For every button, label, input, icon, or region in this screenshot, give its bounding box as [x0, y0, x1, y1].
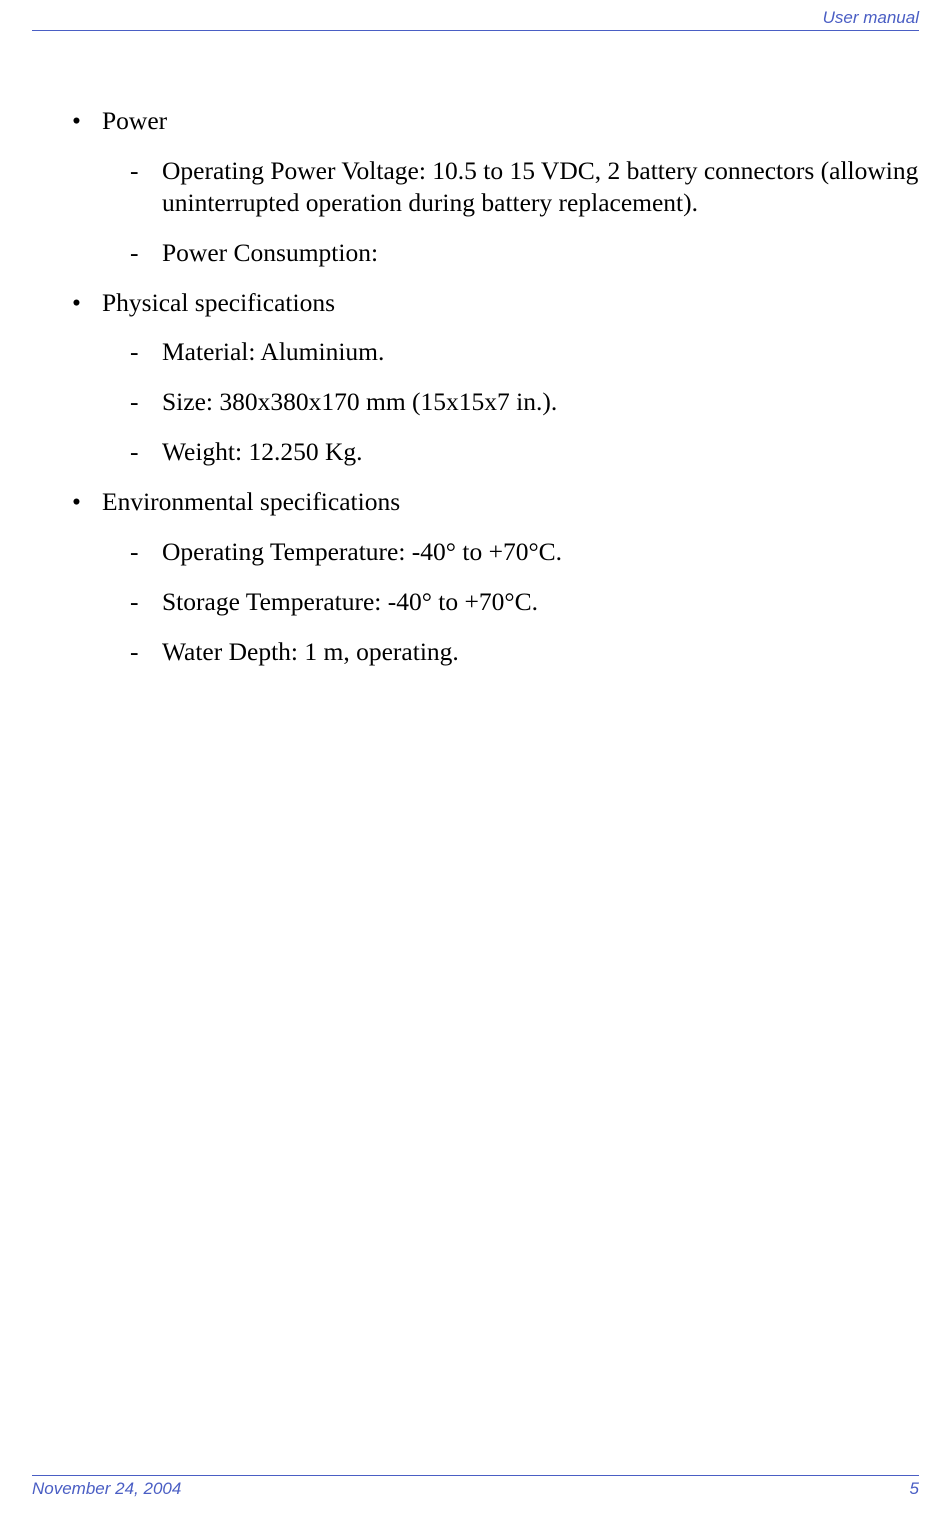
- sub-item-text: Size: 380x380x170 mm (15x15x7 in.).: [162, 386, 929, 418]
- sub-list: - Material: Aluminium. - Size: 380x380x1…: [130, 336, 929, 468]
- footer-rule: [32, 1475, 919, 1476]
- sub-list-item: - Operating Power Voltage: 10.5 to 15 VD…: [130, 155, 929, 219]
- sub-marker: -: [130, 586, 162, 618]
- sub-marker: -: [130, 237, 162, 269]
- bullet-marker: •: [72, 105, 102, 137]
- sub-item-text: Storage Temperature: -40° to +70°C.: [162, 586, 929, 618]
- bullet-marker: •: [72, 287, 102, 319]
- bullet-marker: •: [72, 486, 102, 518]
- sub-marker: -: [130, 155, 162, 219]
- footer-content: November 24, 2004 5: [32, 1479, 919, 1499]
- sub-item-text: Weight: 12.250 Kg.: [162, 436, 929, 468]
- header-title: User manual: [823, 8, 919, 27]
- page-number: 5: [910, 1479, 919, 1499]
- list-item-label: Physical specifications: [102, 287, 929, 319]
- sub-list-item: - Size: 380x380x170 mm (15x15x7 in.).: [130, 386, 929, 418]
- sub-marker: -: [130, 436, 162, 468]
- sub-list-item: - Weight: 12.250 Kg.: [130, 436, 929, 468]
- sub-list: - Operating Temperature: -40° to +70°C. …: [130, 536, 929, 668]
- sub-item-text: Operating Temperature: -40° to +70°C.: [162, 536, 929, 568]
- sub-list-item: - Power Consumption:: [130, 237, 929, 269]
- page-header: User manual: [0, 0, 951, 35]
- list-item: • Environmental specifications: [72, 486, 929, 518]
- page-footer: November 24, 2004 5: [32, 1475, 919, 1499]
- sub-marker: -: [130, 386, 162, 418]
- list-item: • Power: [72, 105, 929, 137]
- sub-list-item: - Operating Temperature: -40° to +70°C.: [130, 536, 929, 568]
- footer-date: November 24, 2004: [32, 1479, 181, 1499]
- sub-marker: -: [130, 636, 162, 668]
- sub-item-text: Water Depth: 1 m, operating.: [162, 636, 929, 668]
- page-content: • Power - Operating Power Voltage: 10.5 …: [72, 105, 929, 686]
- sub-list: - Operating Power Voltage: 10.5 to 15 VD…: [130, 155, 929, 269]
- list-item-label: Environmental specifications: [102, 486, 929, 518]
- sub-item-text: Operating Power Voltage: 10.5 to 15 VDC,…: [162, 155, 929, 219]
- list-item: • Physical specifications: [72, 287, 929, 319]
- sub-marker: -: [130, 336, 162, 368]
- sub-item-text: Power Consumption:: [162, 237, 929, 269]
- sub-list-item: - Storage Temperature: -40° to +70°C.: [130, 586, 929, 618]
- sub-marker: -: [130, 536, 162, 568]
- sub-list-item: - Material: Aluminium.: [130, 336, 929, 368]
- list-item-label: Power: [102, 105, 929, 137]
- sub-item-text: Material: Aluminium.: [162, 336, 929, 368]
- header-rule: [32, 30, 919, 31]
- sub-list-item: - Water Depth: 1 m, operating.: [130, 636, 929, 668]
